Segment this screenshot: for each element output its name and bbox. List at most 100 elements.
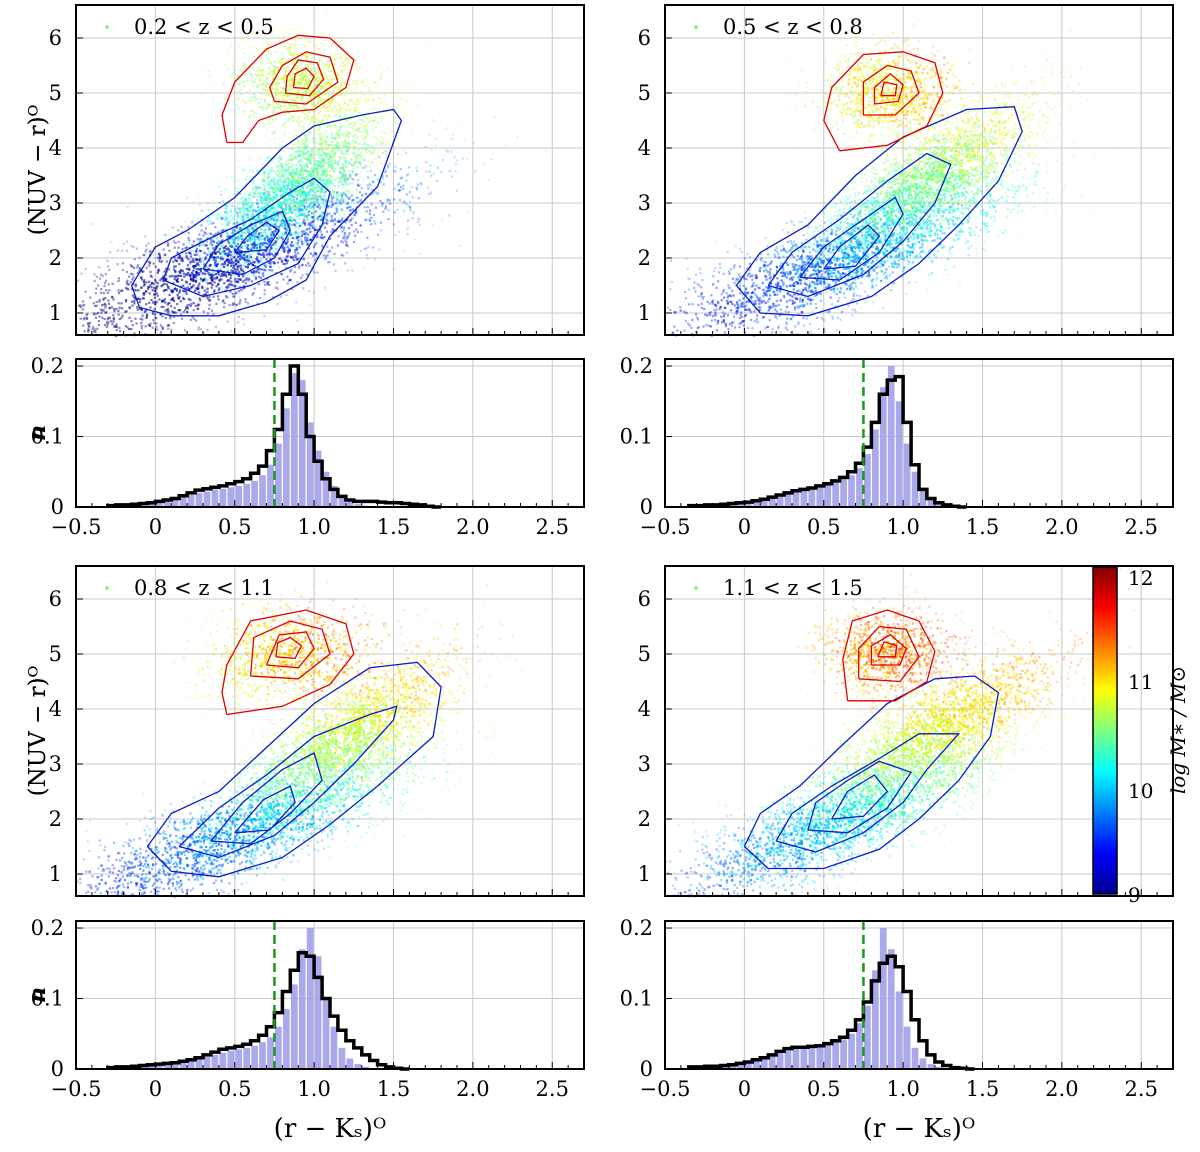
scatter-ytick-label: 1 [638,862,651,886]
legend-marker [694,25,698,29]
hist-xtick-label: 1.0 [886,515,919,539]
scatter-ylabel: (NUV − r)ᴼ [25,665,51,796]
hist-xtick-label: 2.5 [1125,515,1158,539]
hist-ytick-label: 0.2 [31,354,64,378]
hist-bar [896,991,903,1069]
scatter-panel-2 [76,566,584,898]
hist-bar [880,928,887,1069]
hist-panel-2 [76,921,584,1069]
hist-xtick-label: 0.5 [807,515,840,539]
hist-bar [204,491,211,507]
hist-bar [291,984,298,1069]
scatter-ytick-label: 4 [638,697,651,721]
hist-panel-0 [76,359,584,507]
hist-xtick-label: 1.5 [966,1077,999,1101]
scatter-ytick-label: 6 [638,587,651,611]
scatter-frame-0 [76,5,584,335]
hist-xtick-label: 1.5 [966,515,999,539]
hist-bar [801,1046,808,1069]
hist-ytick-label: 0.2 [620,916,653,940]
scatter-ytick-label: 5 [638,81,651,105]
contour-blue-0 [736,107,1022,316]
colorbar-tick-11: 11 [1128,670,1153,694]
hist-bar [243,484,250,507]
hist-frame-2 [76,921,584,1069]
scatter-ytick-label: 2 [49,807,62,831]
hist-bar [227,1051,234,1069]
hist-bar [848,475,855,507]
hist-bar [920,1058,927,1069]
hist-ytick-label: 0.2 [620,354,653,378]
hist-bar [785,1051,792,1069]
hist-xtick-label: 2.5 [536,1077,569,1101]
hist-outline [108,953,410,1069]
hist-xtick-label: 0 [149,515,162,539]
hist-xtick-label: 2.5 [1125,1077,1158,1101]
colorbar-gradient [1093,567,1117,894]
hist-bar [840,479,847,507]
hist-xtick-label: −0.5 [640,515,691,539]
hist-xtick-label: 2.0 [1045,1077,1078,1101]
hist-xtick-label: −0.5 [640,1077,691,1101]
hist-bar [227,487,234,507]
scatter-ytick-label: 2 [49,246,62,270]
scatter-panel-1 [665,5,1175,337]
scatter-ytick-label: 6 [49,26,62,50]
hist-xtick-label: 2.5 [536,515,569,539]
hist-bar [856,468,863,507]
colorbar-label: log M∗ / M⊙ [1166,666,1190,794]
scatter-ylabel: (NUV − r)ᴼ [25,104,51,235]
hist-xtick-label: 1.0 [886,1077,919,1101]
hist-xtick-label: 0.5 [218,515,251,539]
hist-bar [196,493,203,507]
figure: 1 2 3 4 5 6 0.2 < z < 0.5 (NUV − r)ᴼ 0 0.1 0.2 −0.5… [0,0,1200,1152]
scatter-ytick-label: 2 [638,246,651,270]
hist-xtick-label: 0 [149,1077,162,1101]
hist-bar [235,1049,242,1069]
hist-bar [219,489,226,507]
hist-bar [259,1042,266,1069]
hist-bar [212,1055,219,1069]
scatter-title-2: 0.8 < z < 1.1 [134,576,274,600]
scatter-ytick-label: 3 [638,191,651,215]
hist-bar [793,1048,800,1069]
hist-bar [243,1048,250,1069]
scatter-title-1: 0.5 < z < 0.8 [723,15,863,39]
hist-bar [219,1053,226,1069]
hist-outline [689,956,975,1069]
xlabel: (r − Kₛ)ᴼ [274,1114,387,1144]
hist-ytick-label: 0.2 [31,916,64,940]
scatter-ytick-label: 6 [49,587,62,611]
hist-xtick-label: 0 [738,1077,751,1101]
hist-bar [307,928,314,1069]
hist-bar [235,486,242,507]
hist-ylabel: n [25,425,51,441]
hist-xtick-label: 0.5 [218,1077,251,1101]
hist-ytick-label: 0.1 [620,425,653,449]
scatter-title-3: 1.1 < z < 1.5 [723,576,863,600]
xlabel: (r − Kₛ)ᴼ [863,1114,976,1144]
scatter-panel-0 [76,5,584,337]
hist-xtick-label: −0.5 [51,515,102,539]
scatter-ytick-label: 1 [49,862,62,886]
hist-bar [275,444,282,507]
hist-xtick-label: 1.5 [377,515,410,539]
hist-bar [339,1048,346,1069]
scatter-ytick-label: 5 [49,81,62,105]
hist-bar [251,481,258,507]
hist-ylabel: n [25,987,51,1003]
scatter-ytick-label: 4 [638,136,651,160]
hist-xtick-label: 2.0 [1045,515,1078,539]
hist-bar [212,489,219,507]
hist-bar [840,1039,847,1069]
scatter-title-0: 0.2 < z < 0.5 [134,15,274,39]
hist-bar [832,1042,839,1069]
hist-bar [275,1027,282,1069]
legend-marker [694,586,698,590]
hist-frame-3 [665,921,1173,1069]
hist-xtick-label: 1.0 [297,1077,330,1101]
hist-bar [808,1046,815,1069]
hist-ytick-label: 0.1 [620,987,653,1011]
scatter-ytick-label: 6 [638,26,651,50]
hist-bar [251,1046,258,1069]
